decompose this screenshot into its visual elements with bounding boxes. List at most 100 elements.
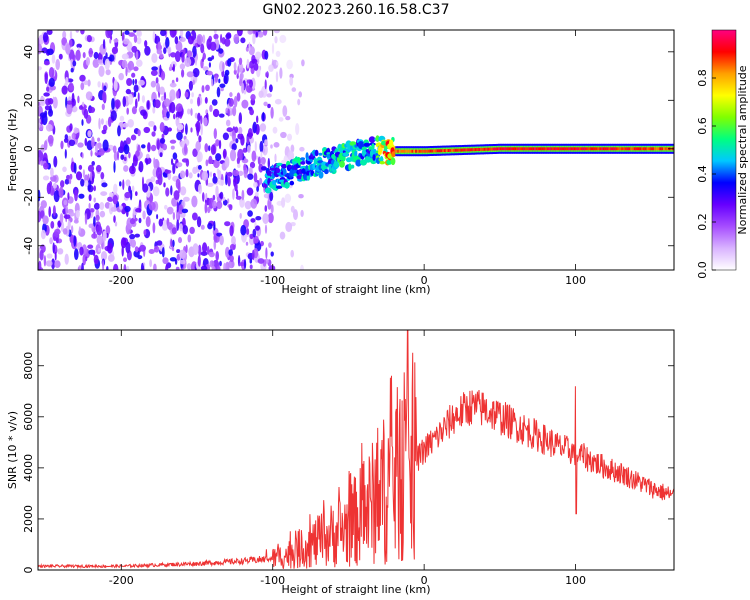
spectrogram-cell	[122, 179, 125, 191]
spectrogram-cell	[144, 40, 148, 48]
spectrogram-cell	[176, 209, 179, 222]
spectrogram-cell	[438, 149, 441, 153]
spectrogram-cell	[368, 136, 376, 143]
spectrogram-cell	[136, 59, 143, 67]
spectrogram-cell	[145, 153, 150, 159]
spectrogram-cell	[182, 225, 188, 235]
spectrogram-cell	[237, 65, 240, 76]
spectrogram-cell	[498, 147, 501, 151]
spectrogram-cell	[236, 92, 241, 102]
spectrogram-cell	[225, 174, 228, 186]
spectrogram-cell	[641, 147, 644, 151]
spectrogram-cell	[54, 228, 61, 235]
spectrogram-cell	[297, 98, 301, 106]
spectrogram-cell	[510, 147, 513, 151]
spectrogram-cell	[532, 147, 535, 151]
spectrogram-cell	[251, 150, 257, 162]
spectrogram-cell	[82, 52, 86, 59]
spectrogram-cell	[246, 228, 250, 235]
spectrogram-cell	[208, 62, 211, 68]
spectrogram-cell	[171, 246, 175, 252]
spectrogram-cell	[197, 255, 201, 267]
spectrogram-cell	[231, 129, 236, 142]
spectrogram-cell	[124, 30, 130, 35]
spectrogram-cell	[252, 228, 257, 238]
spectrogram-cell	[249, 161, 256, 169]
spectrogram-cell	[42, 215, 49, 225]
spectrogram-cell	[218, 113, 225, 118]
spectrogram-cell	[75, 49, 81, 61]
spectrogram-cell	[68, 82, 74, 92]
spectrogram-cell	[113, 215, 116, 223]
spectrogram-cell	[166, 206, 174, 215]
spectrogram-cell	[637, 147, 640, 151]
spectrogram-cell	[46, 86, 50, 92]
spectrogram-cell	[632, 147, 635, 151]
spectrogram-cell	[406, 149, 409, 153]
spectrogram-cell	[172, 212, 176, 220]
spectrogram-cell	[231, 235, 236, 246]
snr-x-label: Height of straight line (km)	[281, 583, 430, 596]
spectrogram-cell	[291, 87, 297, 92]
spectrogram-cell	[229, 92, 233, 98]
spectrogram-cell	[237, 148, 244, 161]
spectrogram-cell	[300, 161, 306, 165]
spectrogram-cell	[78, 265, 82, 270]
spectrogram-cell	[95, 164, 102, 173]
spectrogram-cell	[279, 34, 287, 44]
spectrogram-cell	[186, 263, 192, 270]
spectrogram-cell	[80, 30, 85, 35]
y-tick-label: 8000	[22, 352, 35, 380]
figure-title: GN02.2023.260.16.58.C37	[263, 2, 450, 18]
spectrogram-cell	[575, 147, 578, 151]
spectrogram-cell	[147, 142, 151, 153]
spectrogram-cell	[88, 194, 92, 202]
spectrogram-cell	[299, 146, 305, 152]
spectrogram-cell	[63, 214, 71, 219]
spectrogram-cell	[236, 189, 239, 198]
spectrogram-cell	[212, 200, 217, 209]
spectrogram-cell	[105, 120, 109, 126]
spectrogram-cell	[577, 147, 580, 151]
spectrogram-cell	[391, 151, 396, 158]
spectrogram-cell	[256, 115, 259, 124]
spectrogram-cell	[178, 237, 182, 244]
spectrogram-cell	[276, 162, 283, 167]
spectrogram-cell	[155, 77, 159, 84]
spectrogram-cell	[167, 46, 172, 54]
spectrogram-cell	[76, 43, 82, 49]
y-tick-label: 4000	[22, 454, 35, 482]
spectrogram-cell	[409, 149, 412, 153]
spectrogram-cell	[70, 225, 74, 234]
spectrogram-cell	[592, 147, 595, 151]
spectrogram-cell	[45, 260, 53, 267]
spectrogram-cell	[55, 237, 59, 244]
spectrogram-cell	[275, 71, 279, 83]
spectrogram-cell	[615, 147, 618, 151]
spectrogram-cell	[289, 180, 295, 186]
spectrogram-cell	[295, 123, 300, 135]
spectrogram-cell	[604, 147, 607, 151]
spectrogram-cell	[44, 105, 50, 111]
spectrogram-cell	[48, 77, 55, 87]
spectrogram-cell	[189, 98, 194, 105]
spectrogram-cell	[255, 216, 262, 221]
spectrogram-cell	[40, 229, 46, 240]
spectrogram-cell	[133, 66, 139, 72]
spectrogram-cell	[201, 85, 205, 93]
spectrogram-cell	[196, 34, 203, 45]
spectrogram-cell	[91, 136, 95, 149]
spectrogram-cell	[274, 153, 277, 163]
spectrogram-cell	[119, 115, 125, 122]
spectrogram-cell	[62, 30, 67, 39]
spectrogram-cell	[427, 149, 430, 153]
spectrogram-cell	[224, 156, 230, 168]
spectrogram-cell	[501, 147, 504, 151]
spectrogram-cell	[105, 30, 112, 39]
spectrogram-cell	[246, 187, 254, 196]
spectrogram-cell	[186, 71, 194, 78]
spectrogram-cell	[222, 62, 225, 71]
spectrogram-cell	[134, 78, 138, 85]
spectrogram-cell	[552, 147, 555, 151]
spectrogram-cell	[262, 111, 265, 122]
